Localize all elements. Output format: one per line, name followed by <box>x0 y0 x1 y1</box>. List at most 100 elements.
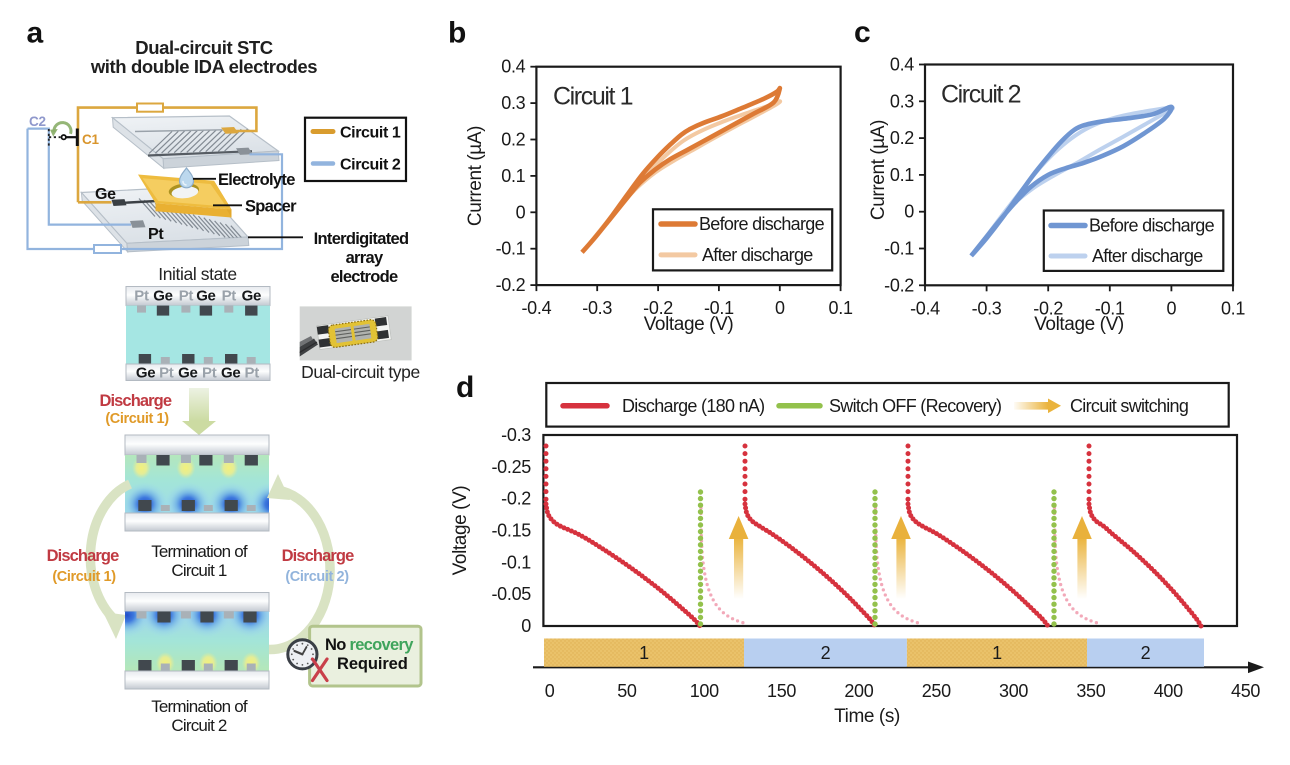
svg-text:0: 0 <box>521 616 531 636</box>
svg-text:Circuit 2: Circuit 2 <box>171 716 226 735</box>
svg-text:Ge: Ge <box>136 365 155 382</box>
svg-text:Voltage (V): Voltage (V) <box>450 486 471 576</box>
svg-text:Circuit 1: Circuit 1 <box>171 561 226 580</box>
svg-text:0: 0 <box>545 681 555 701</box>
svg-text:Time (s): Time (s) <box>834 706 900 727</box>
svg-text:0: 0 <box>904 202 914 222</box>
svg-text:Dual-circuit type: Dual-circuit type <box>301 362 420 382</box>
svg-text:Dual-circuit STC: Dual-circuit STC <box>135 37 273 58</box>
svg-text:Circuit 2: Circuit 2 <box>340 157 401 174</box>
svg-text:Termination of: Termination of <box>151 542 248 561</box>
svg-text:Interdigitated: Interdigitated <box>314 230 409 248</box>
svg-text:a: a <box>27 17 44 50</box>
svg-text:Current (µA): Current (µA) <box>465 126 486 226</box>
svg-text:-0.3: -0.3 <box>972 298 1002 318</box>
svg-text:C2: C2 <box>29 114 46 129</box>
svg-text:Before discharge: Before discharge <box>1089 216 1215 236</box>
svg-text:(Circuit 2): (Circuit 2) <box>285 569 349 585</box>
svg-text:0.2: 0.2 <box>890 128 914 148</box>
svg-text:Initial state: Initial state <box>158 264 236 284</box>
svg-text:Voltage (V): Voltage (V) <box>1034 314 1124 335</box>
svg-text:c: c <box>854 16 871 49</box>
svg-text:Ge: Ge <box>95 186 116 203</box>
svg-text:Pt: Pt <box>159 365 174 382</box>
svg-text:-0.4: -0.4 <box>521 298 551 318</box>
svg-text:0.1: 0.1 <box>890 165 914 185</box>
svg-text:-0.3: -0.3 <box>582 298 612 318</box>
svg-text:-0.1: -0.1 <box>704 298 734 318</box>
svg-text:Pt: Pt <box>222 287 237 304</box>
svg-text:0: 0 <box>516 202 526 222</box>
svg-text:Ge: Ge <box>221 365 240 382</box>
svg-text:450: 450 <box>1231 681 1260 701</box>
svg-text:2: 2 <box>1141 643 1151 663</box>
svg-text:Circuit 1: Circuit 1 <box>553 83 633 111</box>
svg-text:(Circuit 1): (Circuit 1) <box>52 569 116 585</box>
svg-text:d: d <box>456 371 474 404</box>
svg-text:b: b <box>448 17 466 50</box>
svg-text:Circuit 1: Circuit 1 <box>340 125 401 142</box>
svg-text:1: 1 <box>992 643 1002 663</box>
svg-text:Circuit 2: Circuit 2 <box>941 81 1021 109</box>
svg-text:-0.2: -0.2 <box>501 489 531 509</box>
svg-text:After discharge: After discharge <box>1092 246 1203 266</box>
svg-text:1: 1 <box>639 643 649 663</box>
svg-text:Ge: Ge <box>196 287 215 304</box>
svg-text:0.3: 0.3 <box>890 91 914 111</box>
svg-text:0.4: 0.4 <box>501 57 525 77</box>
svg-text:Discharge: Discharge <box>99 392 171 410</box>
svg-text:Pt: Pt <box>244 365 259 382</box>
svg-text:Discharge: Discharge <box>282 547 354 565</box>
svg-text:C1: C1 <box>82 132 99 147</box>
svg-text:-0.1: -0.1 <box>501 552 531 572</box>
svg-text:-0.2: -0.2 <box>884 275 914 295</box>
svg-text:0.1: 0.1 <box>501 166 525 186</box>
svg-text:Pt: Pt <box>134 287 149 304</box>
svg-text:Current (µA): Current (µA) <box>868 120 889 220</box>
svg-text:-0.1: -0.1 <box>1095 298 1125 318</box>
svg-text:-0.05: -0.05 <box>491 584 531 604</box>
svg-text:0.4: 0.4 <box>890 55 914 75</box>
svg-text:0.2: 0.2 <box>501 130 525 150</box>
svg-text:Switch OFF (Recovery): Switch OFF (Recovery) <box>829 396 1001 416</box>
svg-text:Pt: Pt <box>179 287 194 304</box>
svg-text:350: 350 <box>1076 681 1105 701</box>
svg-text:-0.2: -0.2 <box>1033 298 1063 318</box>
svg-text:-0.4: -0.4 <box>910 298 940 318</box>
svg-text:-0.3: -0.3 <box>501 425 531 445</box>
svg-text:Discharge: Discharge <box>47 547 119 565</box>
svg-text:-0.25: -0.25 <box>491 457 531 477</box>
svg-text:After discharge: After discharge <box>702 245 813 265</box>
svg-text:-0.1: -0.1 <box>496 239 526 259</box>
svg-text:Pt: Pt <box>148 226 164 243</box>
svg-text:100: 100 <box>690 681 719 701</box>
svg-text:-0.2: -0.2 <box>496 275 526 295</box>
svg-text:Discharge (180 nA): Discharge (180 nA) <box>622 396 764 416</box>
svg-text:0: 0 <box>775 298 785 318</box>
svg-text:50: 50 <box>617 681 637 701</box>
svg-text:Ge: Ge <box>153 287 172 304</box>
svg-text:-0.15: -0.15 <box>491 521 531 541</box>
svg-text:array: array <box>346 249 384 267</box>
svg-text:Required: Required <box>337 655 408 673</box>
svg-text:Termination of: Termination of <box>151 697 248 716</box>
svg-text:0.1: 0.1 <box>829 298 853 318</box>
svg-text:2: 2 <box>821 643 831 663</box>
svg-text:400: 400 <box>1154 681 1183 701</box>
svg-text:0.3: 0.3 <box>501 93 525 113</box>
svg-text:electrode: electrode <box>330 268 398 286</box>
svg-text:200: 200 <box>844 681 873 701</box>
svg-text:300: 300 <box>999 681 1028 701</box>
svg-text:Pt: Pt <box>202 365 217 382</box>
svg-text:0.1: 0.1 <box>1221 298 1245 318</box>
svg-text:Electrolyte: Electrolyte <box>218 171 295 189</box>
svg-text:Ge: Ge <box>242 287 261 304</box>
svg-text:Ge: Ge <box>178 365 197 382</box>
svg-text:with double IDA electrodes: with double IDA electrodes <box>90 56 317 77</box>
svg-text:Circuit switching: Circuit switching <box>1070 396 1188 416</box>
svg-text:(Circuit 1): (Circuit 1) <box>105 411 169 427</box>
svg-text:-0.1: -0.1 <box>884 239 914 259</box>
svg-text:150: 150 <box>767 681 796 701</box>
svg-text:0: 0 <box>1167 298 1177 318</box>
svg-text:Before discharge: Before discharge <box>699 214 825 234</box>
